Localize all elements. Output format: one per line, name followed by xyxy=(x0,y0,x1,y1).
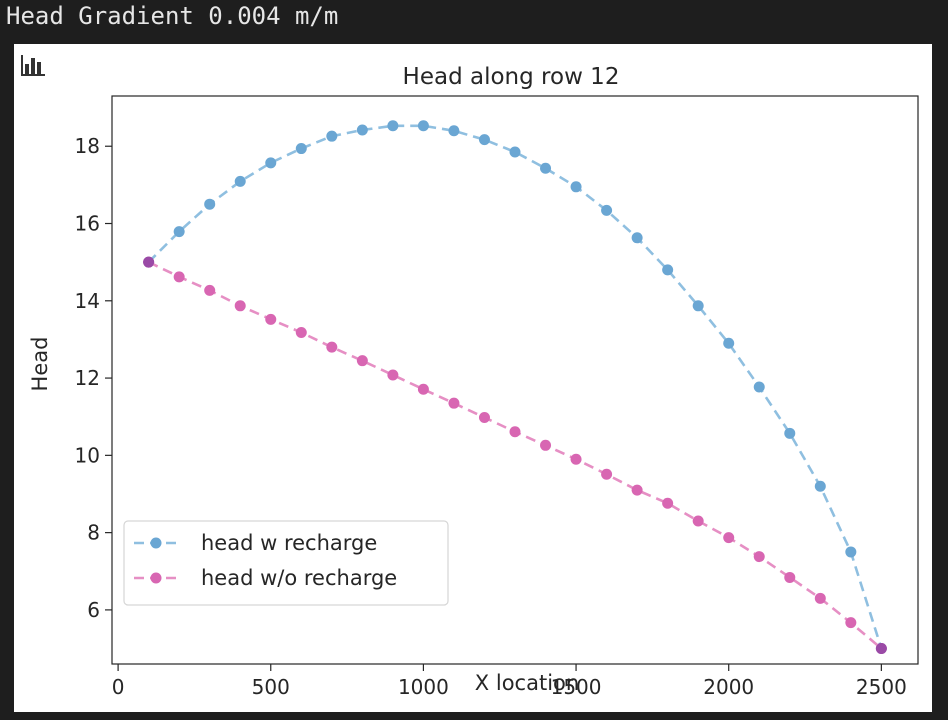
data-point xyxy=(448,397,460,409)
data-point xyxy=(204,198,216,210)
data-point xyxy=(326,341,338,353)
data-point xyxy=(814,480,826,492)
x-tick-label: 2500 xyxy=(856,675,907,699)
chart-title: Head along row 12 xyxy=(403,64,620,90)
y-axis-label: Head xyxy=(28,337,52,392)
data-point xyxy=(478,411,490,423)
data-point xyxy=(295,143,307,155)
data-point xyxy=(723,337,735,349)
y-tick-label: 12 xyxy=(75,366,100,390)
data-point xyxy=(326,130,338,142)
data-point xyxy=(631,232,643,244)
data-point xyxy=(570,181,582,193)
data-point xyxy=(570,453,582,465)
data-point xyxy=(692,515,704,527)
data-point xyxy=(387,369,399,381)
data-point xyxy=(753,551,765,563)
legend-marker-0 xyxy=(150,537,162,549)
legend-marker-1 xyxy=(150,572,162,584)
legend-box xyxy=(123,520,449,606)
data-point xyxy=(814,592,826,604)
data-point xyxy=(845,617,857,629)
legend-label-0: head w recharge xyxy=(201,531,377,555)
data-point xyxy=(417,120,429,132)
bar-chart-icon-axis xyxy=(21,55,23,75)
bar-chart-icon-base xyxy=(21,74,45,76)
data-point xyxy=(478,134,490,146)
data-point xyxy=(540,162,552,174)
x-tick-label: 1500 xyxy=(551,675,602,699)
data-point xyxy=(173,226,185,238)
legend-label-1: head w/o recharge xyxy=(201,566,397,590)
toolbar-icon[interactable] xyxy=(20,54,46,78)
data-point xyxy=(723,532,735,544)
data-point xyxy=(234,175,246,187)
bar-chart-icon-bar xyxy=(31,58,35,74)
data-point xyxy=(356,124,368,136)
bar-chart-icon-bar xyxy=(25,64,29,74)
data-point xyxy=(845,546,857,558)
data-point xyxy=(875,643,887,655)
data-point xyxy=(265,157,277,169)
bar-chart-icon-bar xyxy=(37,62,41,74)
y-tick-label: 18 xyxy=(75,134,100,158)
y-tick-label: 10 xyxy=(75,443,100,467)
data-point xyxy=(692,300,704,312)
x-tick-label: 1000 xyxy=(398,675,449,699)
data-point xyxy=(417,383,429,395)
head-chart: Head along row 12 X location Head 0 500 10… xyxy=(20,54,919,699)
y-tick-label: 14 xyxy=(75,289,100,313)
data-point xyxy=(784,571,796,583)
y-tick-label: 6 xyxy=(87,598,100,622)
data-point xyxy=(601,204,613,216)
data-point xyxy=(173,271,185,283)
data-point xyxy=(295,326,307,338)
x-tick-label: 2000 xyxy=(703,675,754,699)
data-point xyxy=(356,355,368,367)
data-point xyxy=(143,256,155,268)
data-point xyxy=(387,120,399,132)
figure: Head along row 12 X location Head 0 500 10… xyxy=(14,44,932,712)
data-point xyxy=(234,300,246,312)
data-point xyxy=(265,313,277,325)
data-point xyxy=(540,439,552,451)
x-tick-label: 500 xyxy=(252,675,290,699)
data-point xyxy=(509,426,521,438)
data-point xyxy=(448,125,460,137)
data-point xyxy=(631,484,643,496)
x-axis-label: X location xyxy=(475,671,579,695)
data-point xyxy=(662,497,674,509)
y-tick-label: 16 xyxy=(75,212,100,236)
data-point xyxy=(753,381,765,393)
data-point xyxy=(784,427,796,439)
plot-frame xyxy=(111,95,919,665)
data-point xyxy=(601,468,613,480)
x-tick-label: 0 xyxy=(112,675,125,699)
output-text: Head Gradient 0.004 m/m xyxy=(6,2,339,30)
y-tick-label: 8 xyxy=(87,521,100,545)
data-point xyxy=(204,284,216,296)
data-point xyxy=(662,264,674,276)
data-point xyxy=(509,146,521,158)
